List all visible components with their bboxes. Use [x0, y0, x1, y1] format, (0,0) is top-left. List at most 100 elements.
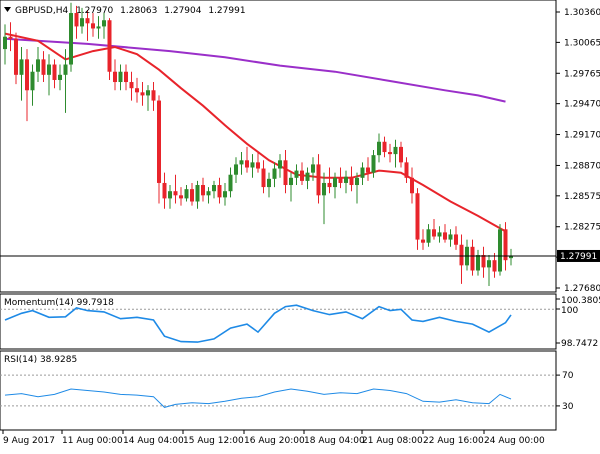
ohlc-high: 1.28063	[120, 6, 157, 16]
momentum-axis: 100.3805 100 98.7472	[556, 296, 600, 349]
momentum-tick-max: 100.3805	[561, 296, 600, 306]
time-tick-label: 14 Aug 04:00	[123, 436, 184, 446]
candle	[487, 255, 491, 286]
candle	[102, 13, 106, 39]
candle	[8, 22, 13, 52]
time-tick-label: 21 Aug 08:00	[362, 436, 423, 446]
time-tick-label: 18 Aug 04:00	[304, 436, 365, 446]
candle	[234, 157, 238, 183]
candle	[349, 166, 354, 192]
candle	[47, 54, 51, 96]
time-axis: 9 Aug 2017 11 Aug 00:00 14 Aug 04:00 15 Aug…	[2, 430, 545, 446]
candle	[322, 172, 326, 225]
candle	[492, 252, 497, 278]
candle	[388, 143, 392, 163]
candle	[91, 13, 95, 37]
price-tick-label: 1.28275	[564, 223, 600, 233]
momentum-tick-level: 100	[561, 306, 578, 316]
candle	[14, 32, 18, 85]
rsi-axis: 70 30	[556, 371, 574, 412]
time-tick-label: 11 Aug 00:00	[62, 436, 123, 446]
candle	[454, 226, 458, 250]
candle	[140, 82, 145, 106]
candle	[448, 229, 453, 247]
sma-fast-layer	[4, 32, 506, 233]
candle	[135, 77, 139, 103]
candle	[157, 95, 161, 204]
candle	[80, 7, 84, 34]
candle	[96, 16, 101, 39]
candle	[228, 167, 233, 198]
price-tick-label: 1.30065	[564, 38, 600, 48]
candle	[239, 152, 244, 175]
candle	[256, 152, 260, 173]
candle	[327, 167, 332, 194]
candle	[305, 167, 310, 190]
rsi-tick-30: 30	[562, 402, 574, 412]
candle	[85, 9, 90, 41]
candle	[272, 162, 277, 188]
candle	[190, 182, 194, 206]
candle	[470, 239, 475, 276]
price-tick-label: 1.30360	[564, 8, 600, 18]
candle	[146, 85, 150, 111]
candle	[113, 59, 117, 91]
candle	[316, 154, 321, 204]
rsi-panel-frame	[0, 350, 557, 431]
candle	[459, 234, 464, 284]
ohlc-low: 1.27904	[164, 6, 201, 16]
candle	[250, 154, 255, 178]
momentum-tick-min: 98.7472	[561, 339, 598, 349]
symbol-label: GBPUSD	[15, 6, 53, 16]
candle	[261, 160, 266, 194]
candle	[481, 246, 486, 278]
momentum-panel-frame	[0, 293, 557, 350]
candle	[151, 82, 156, 111]
dropdown-triangle-icon[interactable]	[4, 7, 11, 12]
candle	[201, 177, 205, 202]
candle	[217, 177, 222, 204]
candle	[25, 49, 29, 122]
svg-text:GBPUSD,H4 1.27970: GBPUSD,H4 1.27970 1.28063 1.27904 1.2799…	[15, 6, 246, 16]
candle	[377, 133, 381, 163]
candle	[503, 222, 508, 271]
candle	[58, 64, 62, 91]
chart-header: GBPUSD,H4 1.27970 1.28063 1.27904 1.2799…	[4, 6, 246, 16]
price-panel-frame	[0, 0, 557, 293]
candle	[437, 226, 442, 243]
candle	[212, 180, 216, 199]
candle	[3, 24, 7, 65]
candle	[289, 172, 293, 202]
time-tick-label: 9 Aug 2017	[3, 436, 55, 446]
candle	[52, 59, 57, 89]
candle	[360, 162, 365, 186]
price-tick-label: 1.28575	[564, 192, 600, 202]
rsi-tick-70: 70	[562, 371, 574, 381]
sma-slow-layer	[4, 37, 506, 103]
time-tick-label: 16 Aug 20:00	[244, 436, 305, 446]
candle	[498, 224, 502, 276]
candle	[184, 185, 189, 202]
candle	[410, 167, 414, 204]
ohlc-open: 1.27970	[76, 6, 113, 16]
rsi-line	[4, 388, 512, 408]
candle	[118, 64, 123, 91]
candle	[195, 180, 200, 209]
price-tick-label: 1.27680	[564, 284, 600, 294]
candle	[63, 49, 68, 113]
sma-fast-line	[4, 32, 506, 233]
candle	[382, 136, 387, 158]
candle	[245, 146, 249, 173]
candle	[443, 224, 447, 243]
candle	[393, 139, 398, 168]
ohlc-close: 1.27991	[208, 6, 245, 16]
price-tick-label: 1.29470	[564, 100, 600, 110]
candle	[344, 170, 348, 194]
candle	[19, 47, 24, 101]
time-tick-label: 24 Aug 00:00	[484, 436, 545, 446]
time-tick-label: 15 Aug 12:00	[183, 436, 244, 446]
momentum-label: Momentum(14) 99.7918	[4, 298, 114, 308]
candle	[129, 71, 134, 101]
candle	[278, 154, 282, 178]
